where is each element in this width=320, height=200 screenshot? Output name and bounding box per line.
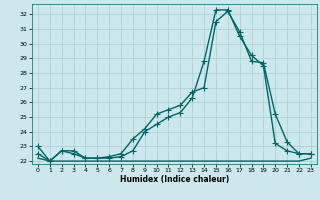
X-axis label: Humidex (Indice chaleur): Humidex (Indice chaleur) [120, 175, 229, 184]
